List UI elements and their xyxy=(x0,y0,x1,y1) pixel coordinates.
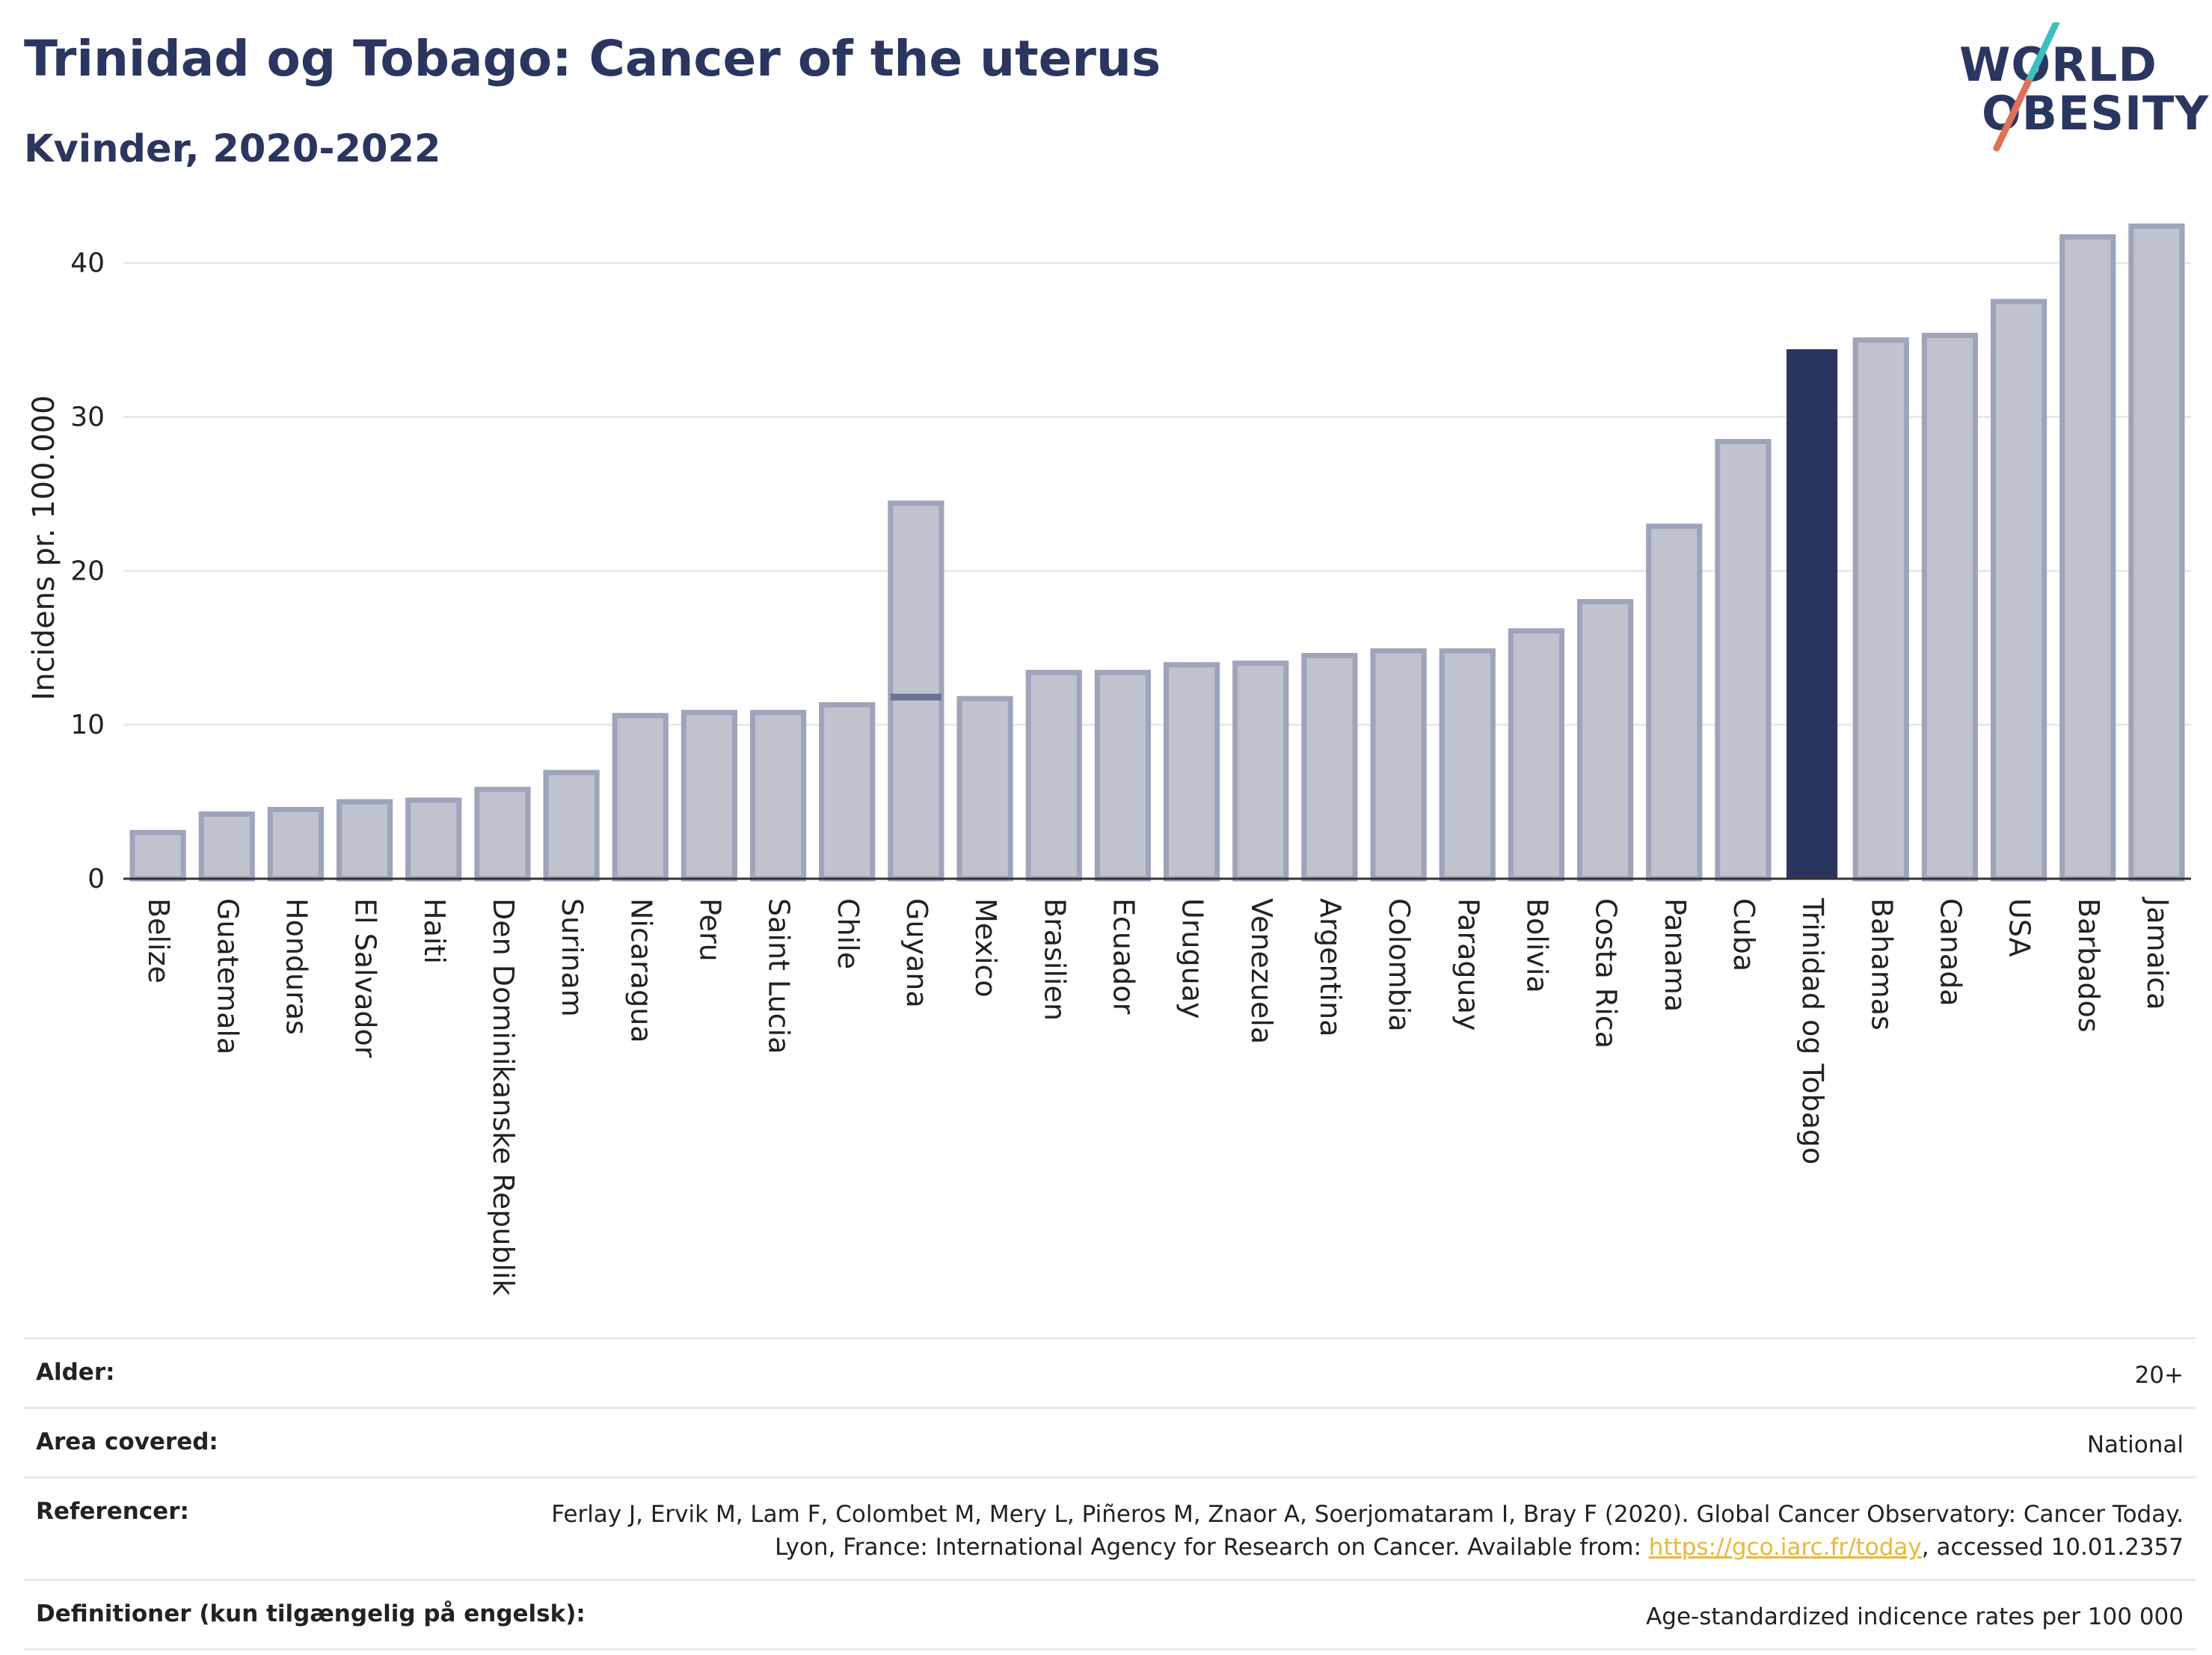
footer-label: Referencer: xyxy=(36,1498,189,1526)
footer-value: National xyxy=(2086,1431,2184,1459)
x-tick-label: Venezuela xyxy=(1245,898,1278,1044)
bar xyxy=(405,797,462,882)
bar xyxy=(1715,438,1772,882)
x-tick-label: Honduras xyxy=(280,898,313,1035)
bar xyxy=(198,811,255,882)
footer-value: Age-standardized indicence rates per 100… xyxy=(1646,1603,2184,1631)
x-tick-label: USA xyxy=(2003,898,2036,957)
x-tick-label: Costa Rica xyxy=(1590,898,1623,1048)
x-tick-label: Paraguay xyxy=(1451,898,1484,1031)
footer-label: Alder: xyxy=(36,1359,115,1386)
x-tick-label: Bolivia xyxy=(1520,898,1553,993)
bar xyxy=(543,770,600,882)
reference-accessed: , accessed 10.01.2357 xyxy=(1921,1534,2184,1562)
x-tick-label: Canada xyxy=(1934,898,1967,1007)
y-tick-label: 30 xyxy=(70,402,105,433)
bar xyxy=(819,701,876,882)
bar xyxy=(1786,349,1838,879)
footer-value: Ferlay J, Ervik M, Lam F, Colombet M, Me… xyxy=(501,1498,2184,1564)
x-tick-label: Brasilien xyxy=(1038,898,1071,1021)
x-tick-label: Guatemala xyxy=(211,898,244,1054)
logo-line1: WORLD xyxy=(1959,37,2157,92)
x-tick-label: Jamaica xyxy=(2141,897,2174,1010)
bar xyxy=(681,710,738,882)
world-obesity-logo: WORLD OBESITY xyxy=(1944,22,2208,157)
x-tick-label: Trinidad og Tobago xyxy=(1796,897,1829,1164)
bar xyxy=(956,696,1013,882)
bar xyxy=(1232,660,1289,882)
x-tick-label: Mexico xyxy=(969,898,1002,998)
x-tick-label: Bahamas xyxy=(1865,898,1898,1031)
bar xyxy=(1990,298,2047,882)
y-tick-label: 40 xyxy=(70,248,105,279)
x-tick-label: Surinam xyxy=(556,898,589,1017)
chart-footer: Alder: 20+ Area covered: National Refere… xyxy=(24,1337,2196,1651)
bar xyxy=(267,806,325,882)
x-tick-label: Saint Lucia xyxy=(763,898,796,1054)
bar xyxy=(612,713,669,882)
x-tick-label: Den Dominikanske Republik xyxy=(487,898,520,1296)
bar xyxy=(2128,223,2185,882)
footer-row-age: Alder: 20+ xyxy=(24,1337,2196,1407)
x-tick-label: Panama xyxy=(1659,898,1692,1012)
footer-label: Definitioner (kun tilgængelig på engelsk… xyxy=(36,1600,586,1628)
y-tick-label: 20 xyxy=(70,556,105,586)
x-tick-label: Cuba xyxy=(1727,898,1760,971)
bar xyxy=(1646,523,1703,882)
y-axis-label: Incidens pr. 100.000 xyxy=(27,395,61,700)
bar xyxy=(1025,669,1082,882)
x-tick-label: Colombia xyxy=(1383,898,1416,1032)
bar xyxy=(1163,662,1220,882)
bar xyxy=(1508,628,1565,882)
bar xyxy=(1370,648,1427,882)
bar xyxy=(749,710,807,882)
x-tick-label: Argentina xyxy=(1314,898,1347,1037)
footer-value: 20+ xyxy=(2134,1362,2184,1389)
chart-subtitle: Kvinder, 2020-2022 xyxy=(24,127,441,171)
x-tick-label: Peru xyxy=(693,898,726,962)
bar xyxy=(1852,337,1909,882)
x-tick-label: Uruguay xyxy=(1176,898,1209,1019)
logo-slash-icon xyxy=(1993,22,2060,152)
bar xyxy=(2059,234,2116,882)
x-tick-label: Chile xyxy=(832,898,864,969)
x-tick-label: Haiti xyxy=(418,898,451,964)
x-tick-label: Nicaragua xyxy=(624,898,657,1043)
bar xyxy=(1921,332,1979,882)
chart-title: Trinidad og Tobago: Cancer of the uterus xyxy=(24,30,1161,87)
bar xyxy=(129,829,186,882)
bar xyxy=(888,500,944,882)
x-tick-label: El Salvador xyxy=(349,898,382,1058)
x-tick-label: Belize xyxy=(142,898,175,983)
bar xyxy=(1094,669,1152,882)
bar xyxy=(336,799,393,882)
footer-label: Area covered: xyxy=(36,1428,218,1456)
footer-row-references: Referencer: Ferlay J, Ervik M, Lam F, Co… xyxy=(24,1476,2196,1579)
footer-row-area: Area covered: National xyxy=(24,1407,2196,1476)
y-tick-label: 10 xyxy=(70,710,105,740)
reference-text: Ferlay J, Ervik M, Lam F, Colombet M, Me… xyxy=(551,1501,2184,1562)
y-tick-label: 0 xyxy=(87,864,105,894)
x-tick-label: Ecuador xyxy=(1107,898,1140,1015)
bar xyxy=(474,787,531,882)
bar xyxy=(1301,653,1358,882)
footer-row-definitions: Definitioner (kun tilgængelig på engelsk… xyxy=(24,1579,2196,1651)
bar xyxy=(1576,599,1634,882)
x-tick-label: Barbados xyxy=(2072,898,2105,1033)
reference-link[interactable]: https://gco.iarc.fr/today xyxy=(1648,1534,1922,1562)
bar-chart: 0 10 20 30 40 Incidens pr. 100.000 Belize Guate… xyxy=(27,223,2191,1296)
x-tick-label: Guyana xyxy=(900,898,933,1008)
bar xyxy=(1439,648,1496,882)
